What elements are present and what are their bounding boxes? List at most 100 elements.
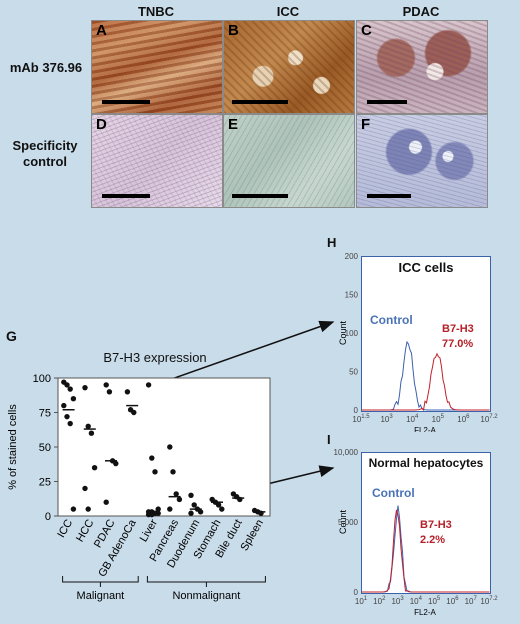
x-tick-label: 105 — [428, 596, 441, 606]
x-tick-label: 101 — [355, 596, 368, 606]
micrograph-panel-d: D — [91, 114, 223, 208]
data-point — [85, 506, 91, 512]
data-point — [155, 506, 161, 512]
scale-bar — [102, 100, 150, 104]
group-label: Malignant — [77, 590, 125, 602]
y-tick-label: 0 — [354, 406, 359, 415]
column-header-icc: ICC — [276, 4, 300, 19]
scale-bar — [232, 100, 288, 104]
y-tick-label: 10,000 — [334, 448, 359, 457]
data-point — [82, 485, 88, 492]
y-tick-label: 25 — [39, 477, 51, 489]
data-point — [131, 409, 137, 416]
data-point — [191, 502, 197, 508]
b7h3-percentage: 77.0% — [442, 338, 474, 350]
scale-bar — [102, 194, 150, 198]
x-tick-label: 106 — [457, 414, 470, 424]
b7h3-histogram-curve — [362, 352, 490, 411]
y-tick-label: 5,000 — [338, 518, 359, 527]
group-label: Nonmalignant — [172, 590, 240, 602]
data-point — [197, 509, 204, 515]
data-point — [82, 384, 88, 391]
data-point — [152, 469, 158, 475]
data-point — [145, 382, 152, 388]
panel-letter-c: C — [361, 22, 372, 39]
x-tick-label: 101.5 — [352, 414, 370, 424]
data-point — [91, 465, 98, 471]
data-point — [219, 506, 225, 512]
y-tick-label: 100 — [33, 373, 51, 385]
b7h3-label: B7-H3 — [442, 323, 474, 335]
y-tick-label: 0 — [354, 588, 359, 597]
micrograph-panel-b: B — [223, 20, 355, 114]
row-label-specificity-control: Specificity control — [12, 138, 78, 169]
x-axis-label: FL2-A — [414, 608, 436, 617]
x-category-label: ICC — [55, 517, 75, 539]
data-point — [67, 386, 73, 392]
micrograph-panel-e: E — [223, 114, 355, 208]
data-point — [173, 491, 179, 497]
b7h3-label: B7-H3 — [420, 519, 452, 531]
y-tick-label: 100 — [345, 329, 359, 338]
x-tick-label: 103 — [391, 596, 404, 606]
data-point — [113, 460, 119, 467]
data-point — [67, 420, 73, 427]
data-point — [64, 382, 70, 388]
x-tick-label: 102 — [373, 596, 386, 606]
panel-letter-a: A — [96, 22, 107, 39]
histogram-title: ICC cells — [398, 260, 454, 275]
data-point — [103, 499, 109, 505]
data-point — [188, 492, 194, 498]
y-tick-label: 50 — [39, 442, 51, 454]
micrograph-panel-f: F — [356, 114, 488, 208]
y-tick-label: 200 — [345, 252, 359, 261]
row-label-mab: mAb 376.96 — [9, 60, 83, 75]
column-header-pdac: PDAC — [402, 4, 440, 19]
control-label: Control — [372, 486, 415, 500]
histogram-title: Normal hepatocytes — [368, 456, 484, 470]
scale-bar — [232, 194, 288, 198]
panel-letter-h: H — [327, 235, 337, 250]
flow-histogram-h: ICC cells Control B7-H3 77.0% — [361, 256, 491, 412]
b7h3-histogram-curve — [362, 509, 490, 593]
data-point — [167, 506, 173, 512]
y-tick-label: 0 — [45, 511, 51, 523]
scale-bar — [367, 194, 411, 198]
x-tick-label: 107 — [465, 596, 478, 606]
y-axis-label: Count — [338, 321, 348, 346]
x-tick-label: 104 — [410, 596, 423, 606]
data-point — [149, 455, 155, 461]
x-axis-label: FL2-A — [414, 426, 436, 432]
flow-histogram-i: Normal hepatocytes Control B7-H3 2.2% — [361, 452, 491, 594]
x-tick-label: 104 — [406, 414, 419, 424]
data-point — [88, 430, 95, 436]
group-bracket — [146, 576, 266, 583]
panel-letter-e: E — [228, 116, 239, 133]
data-point — [61, 402, 67, 409]
y-tick-label: 150 — [345, 291, 359, 300]
micrograph-panel-a: A — [91, 20, 223, 114]
data-point — [85, 423, 91, 429]
b7h3-percentage: 2.2% — [420, 534, 446, 546]
panel-letter-i: I — [327, 432, 331, 447]
data-point — [188, 510, 194, 516]
y-tick-label: 75 — [39, 408, 51, 420]
x-tick-label: 106 — [446, 596, 459, 606]
y-axis-label: Count — [338, 510, 348, 535]
x-tick-label: 105 — [432, 414, 445, 424]
data-point — [170, 469, 176, 475]
micrograph-panel-c: C — [356, 20, 488, 114]
x-tick-label: 107.2 — [480, 596, 498, 606]
data-point — [215, 502, 222, 508]
data-point — [103, 382, 109, 388]
data-point — [70, 396, 77, 402]
data-point — [167, 444, 173, 450]
group-bracket — [62, 576, 139, 583]
data-point — [64, 413, 70, 420]
data-point — [124, 389, 131, 395]
control-label: Control — [370, 313, 413, 327]
scale-bar — [367, 100, 407, 104]
y-tick-label: 50 — [349, 368, 358, 377]
x-tick-label: 103 — [380, 414, 393, 424]
